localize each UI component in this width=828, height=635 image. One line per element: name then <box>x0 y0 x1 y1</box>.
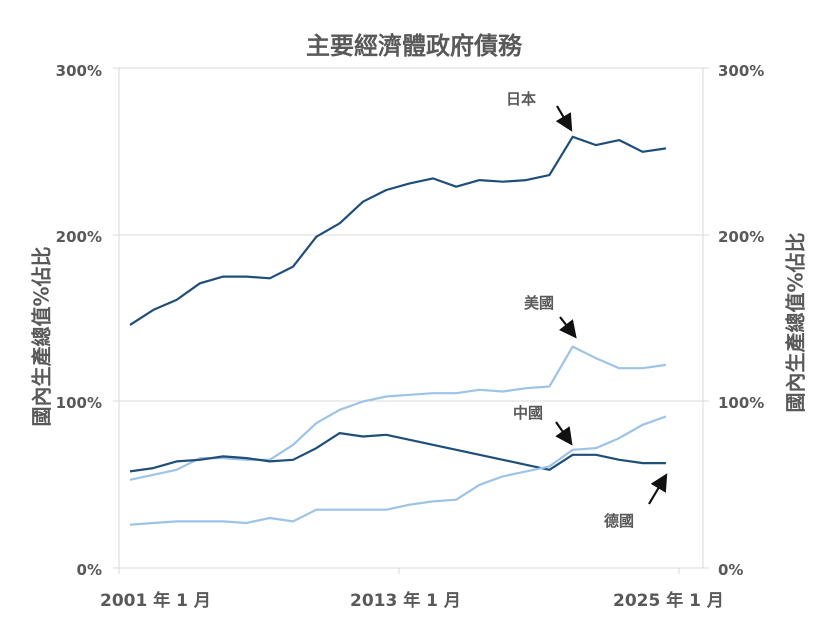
arrow-germany <box>648 473 668 505</box>
y-tick-100-right: 100% <box>718 394 765 412</box>
series-line-2 <box>129 432 666 473</box>
series-annotation-label: 德國 <box>604 512 635 530</box>
y-tick-200-right: 200% <box>718 228 765 246</box>
annotation-arrows <box>555 105 668 505</box>
series-line-3 <box>129 415 667 526</box>
x-tick-2025: 2025 年 1 月 <box>613 591 724 611</box>
y-tick-0-right: 0% <box>718 561 744 579</box>
x-tick-2013: 2013 年 1 月 <box>350 591 461 611</box>
y-tick-200-left: 200% <box>55 228 102 246</box>
y-tick-100-left: 100% <box>55 394 102 412</box>
y-tick-300-left: 300% <box>55 62 102 80</box>
x-tick-2001: 2001 年 1 月 <box>100 591 211 611</box>
arrow-us <box>558 316 577 339</box>
arrow-china <box>555 421 573 446</box>
series-line-1 <box>129 345 667 481</box>
series-line-0 <box>129 135 667 326</box>
gridlines <box>113 67 709 574</box>
y-tick-0-left: 0% <box>76 561 102 579</box>
series-annotation-label: 美國 <box>524 294 555 312</box>
series-annotation-label: 中國 <box>513 404 544 422</box>
y-tick-300-right: 300% <box>718 62 765 80</box>
arrow-japan <box>555 105 573 132</box>
series-annotation-label: 日本 <box>506 90 537 108</box>
chart-title: 主要經濟體政府債務 <box>306 32 522 60</box>
